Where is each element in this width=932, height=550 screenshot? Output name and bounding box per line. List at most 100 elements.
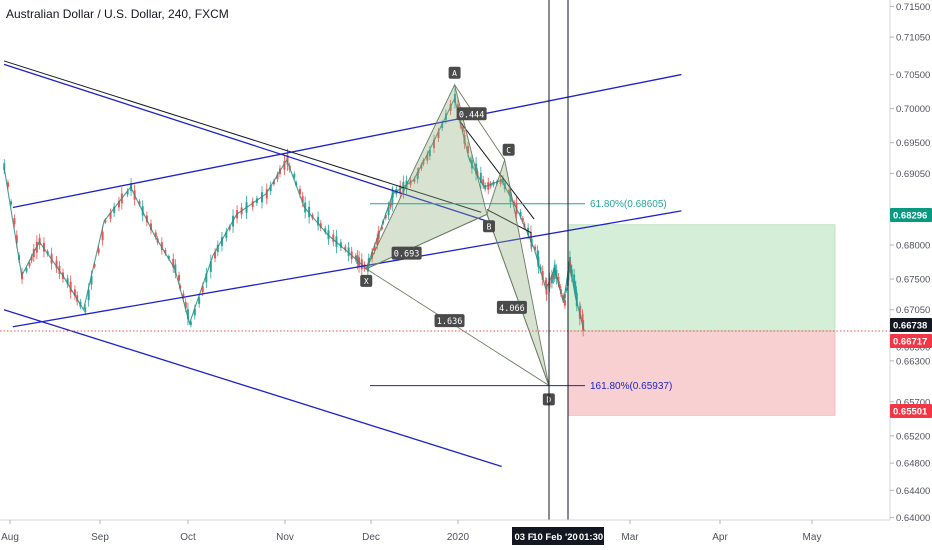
vertical-marker-tag-bg	[578, 527, 604, 545]
candle-body	[214, 252, 217, 259]
candle-body	[548, 278, 551, 287]
ratio-label: 0.693	[394, 250, 420, 260]
candle-body	[387, 206, 390, 215]
ratio-label-bg	[496, 300, 527, 314]
trend-line-4	[3, 309, 502, 468]
candle-body	[332, 234, 335, 242]
trend-line-black-1	[3, 60, 482, 213]
candle-body	[324, 228, 327, 233]
fib-level-label-2: 161.80%(0.65937)	[590, 381, 672, 392]
candle-body	[573, 281, 576, 288]
y-tick-label: 0.64800	[896, 459, 930, 470]
y-tick-label: 0.64400	[896, 486, 930, 497]
candle-body	[228, 226, 231, 230]
candle-body	[426, 154, 429, 161]
candle-body	[376, 237, 379, 246]
trend-line-2	[12, 73, 682, 209]
pattern-line-xb	[366, 213, 488, 270]
x-tick-label: Apr	[712, 532, 728, 543]
vertical-marker-tag: 10 Feb '20	[532, 532, 578, 543]
candle-body	[508, 189, 511, 194]
candle-body	[172, 258, 175, 268]
vertical-marker-tag-bg	[535, 527, 578, 545]
candle-body	[304, 202, 307, 213]
candle-body	[384, 214, 387, 219]
point-marker-bg	[360, 274, 373, 287]
y-tick-label: 0.64000	[896, 513, 930, 524]
candle-body	[93, 263, 96, 267]
candle-body	[178, 275, 181, 281]
candle-body	[10, 201, 13, 205]
ratio-label: 0.444	[459, 110, 485, 120]
x-tick-label: Oct	[180, 532, 196, 543]
candle-body	[317, 216, 320, 226]
candle-body	[73, 289, 76, 297]
candle-body	[581, 314, 584, 324]
candle-body	[301, 196, 304, 203]
candle-body	[391, 194, 394, 205]
candle-body	[565, 287, 568, 292]
candle-body	[201, 286, 204, 293]
candle-body	[193, 308, 196, 316]
y-tick-label: 0.66300	[896, 356, 930, 367]
candle-body	[265, 189, 268, 199]
candle-body	[216, 244, 219, 252]
x-tick-label: Mar	[621, 532, 639, 543]
candle-body	[109, 212, 112, 219]
candle-body	[269, 185, 272, 192]
point-label-a: A	[452, 69, 457, 78]
candle-body	[563, 300, 566, 306]
candle-body	[126, 190, 129, 195]
candle-body	[544, 280, 547, 285]
y-tick-label: 0.68000	[896, 240, 930, 251]
trend-line-3	[12, 210, 682, 328]
candle-body	[562, 295, 565, 300]
candle-body	[373, 245, 376, 251]
candle-body	[466, 146, 469, 153]
candle-body	[521, 218, 524, 222]
candle-body	[347, 247, 350, 257]
candle-body	[298, 188, 301, 195]
candle-body	[482, 179, 485, 186]
candle-body	[6, 182, 9, 188]
candle-body	[499, 179, 502, 184]
profit-zone	[567, 224, 836, 332]
candle-body	[356, 255, 359, 265]
candle-body	[90, 275, 93, 285]
point-label-c: C	[506, 146, 511, 155]
point-marker-bg	[502, 143, 515, 156]
candle-body	[557, 276, 560, 284]
x-tick-label: 2020	[447, 532, 470, 543]
pattern-line-ac	[454, 84, 506, 161]
vertical-marker-tag: 01:30	[579, 532, 603, 543]
candle-body	[479, 172, 482, 183]
price-tag-label: 0.65501	[893, 407, 928, 418]
ratio-label-bg	[456, 107, 487, 121]
x-tick-label: Nov	[276, 532, 294, 543]
y-tick-label: 0.71500	[896, 2, 930, 13]
candle-body	[13, 218, 16, 225]
candle-body	[138, 201, 141, 205]
candle-body	[550, 274, 553, 284]
candle-body	[545, 284, 548, 295]
y-tick-label: 0.70500	[896, 70, 930, 81]
trend-line-1	[3, 63, 488, 222]
point-label-x: X	[364, 277, 369, 286]
candle-body	[209, 261, 212, 272]
point-label-b: B	[487, 222, 492, 231]
candle-body	[113, 206, 116, 213]
candle-body	[154, 232, 157, 238]
y-tick-label: 0.67500	[896, 275, 930, 286]
candle-body	[437, 131, 440, 139]
candle-body	[552, 272, 555, 280]
point-marker-bg	[448, 66, 461, 79]
vertical-marker-tag: 03 F	[514, 532, 533, 543]
candle-body	[283, 161, 286, 170]
candle-body	[475, 163, 478, 175]
candle-body	[519, 212, 522, 217]
candle-body	[25, 268, 28, 272]
candle-body	[205, 273, 208, 283]
candle-body	[149, 223, 152, 231]
